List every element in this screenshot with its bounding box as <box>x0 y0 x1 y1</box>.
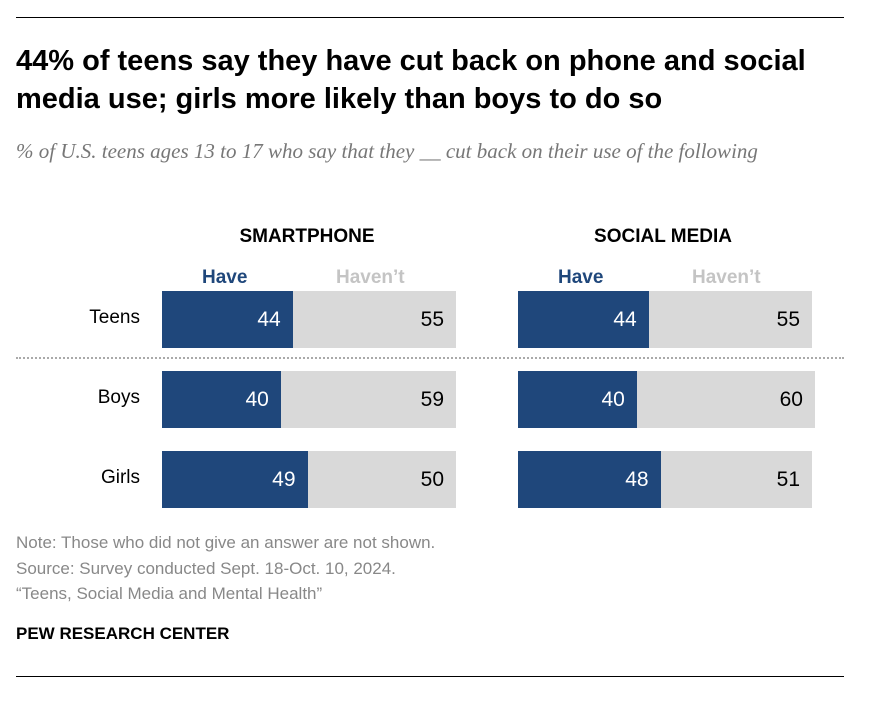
bar-havent: 60 <box>636 371 815 428</box>
row-label: Teens <box>89 307 140 328</box>
bar-havent: 55 <box>648 291 813 348</box>
note: Note: Those who did not give an answer a… <box>16 533 436 552</box>
legend-havent: Haven’t <box>336 267 405 288</box>
bar-have: 49 <box>162 451 308 508</box>
bar-have: 40 <box>518 371 637 428</box>
row-label: Girls <box>100 467 140 488</box>
bar-havent: 51 <box>660 451 813 508</box>
panel-title: SMARTPHONE <box>239 226 375 247</box>
bottom-rule <box>16 676 844 677</box>
bar-have: 48 <box>518 451 661 508</box>
chart-subtitle: % of U.S. teens ages 13 to 17 who say th… <box>16 139 758 163</box>
chart-title: 44% of teens say they have cut back on p… <box>16 45 806 115</box>
legend-havent: Haven’t <box>692 267 761 288</box>
divider <box>16 357 844 359</box>
legend-have: Have <box>202 267 248 288</box>
bar-have: 40 <box>162 371 281 428</box>
bar-havent: 50 <box>307 451 457 508</box>
legend-have: Have <box>558 267 604 288</box>
panel-title: SOCIAL MEDIA <box>594 226 732 247</box>
top-rule <box>16 17 844 18</box>
report-title: “Teens, Social Media and Mental Health” <box>16 584 323 603</box>
bar-have: 44 <box>518 291 649 348</box>
bar-havent: 55 <box>292 291 457 348</box>
row-label: Boys <box>97 387 140 408</box>
bar-have: 44 <box>162 291 293 348</box>
bar-havent: 59 <box>280 371 457 428</box>
brand: PEW RESEARCH CENTER <box>16 624 230 643</box>
source: Source: Survey conducted Sept. 18-Oct. 1… <box>16 559 396 578</box>
